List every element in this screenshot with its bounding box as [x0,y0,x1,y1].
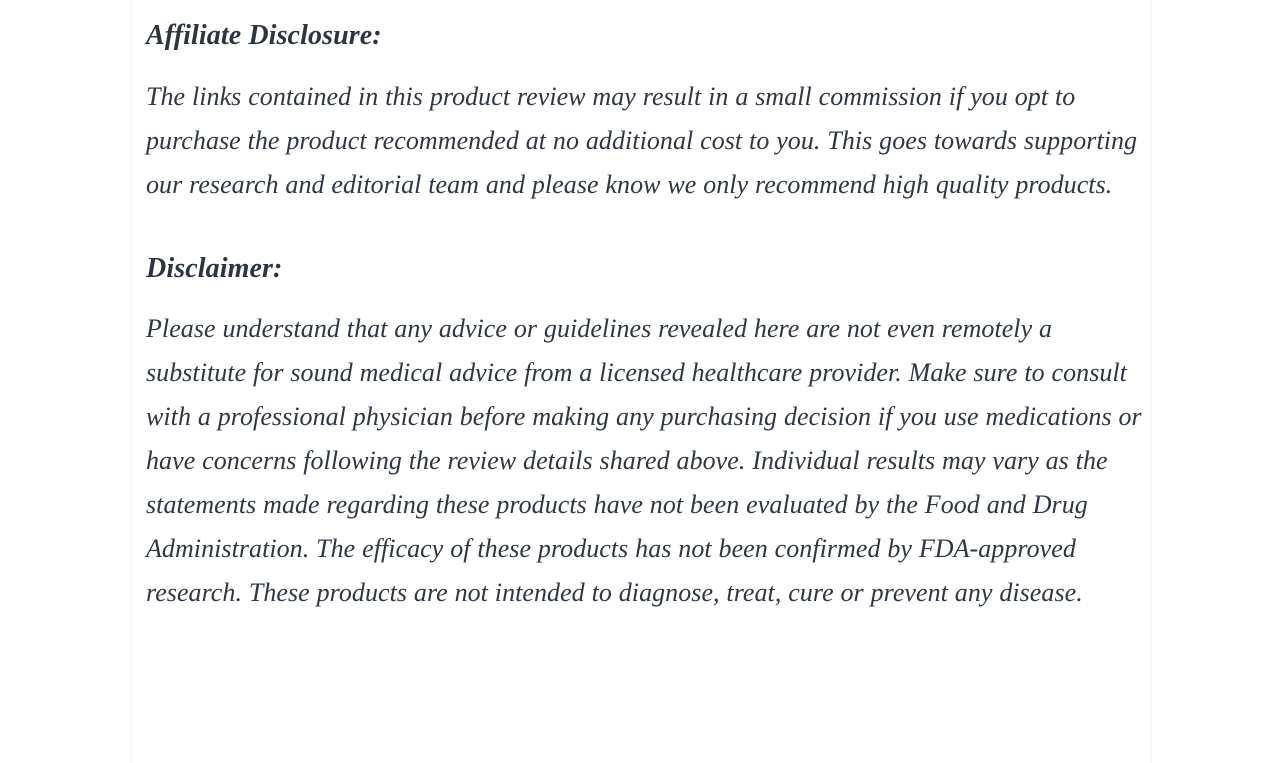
article-content-column: Affiliate Disclosure: The links containe… [131,0,1152,763]
affiliate-disclosure-heading: Affiliate Disclosure: [146,20,382,51]
affiliate-disclosure-section: Affiliate Disclosure: The links containe… [146,0,1149,615]
affiliate-disclosure-paragraph: The links contained in this product revi… [146,81,1138,199]
disclaimer-paragraph: Please understand that any advice or gui… [146,314,1142,608]
disclaimer-heading: Disclaimer: [146,252,283,284]
